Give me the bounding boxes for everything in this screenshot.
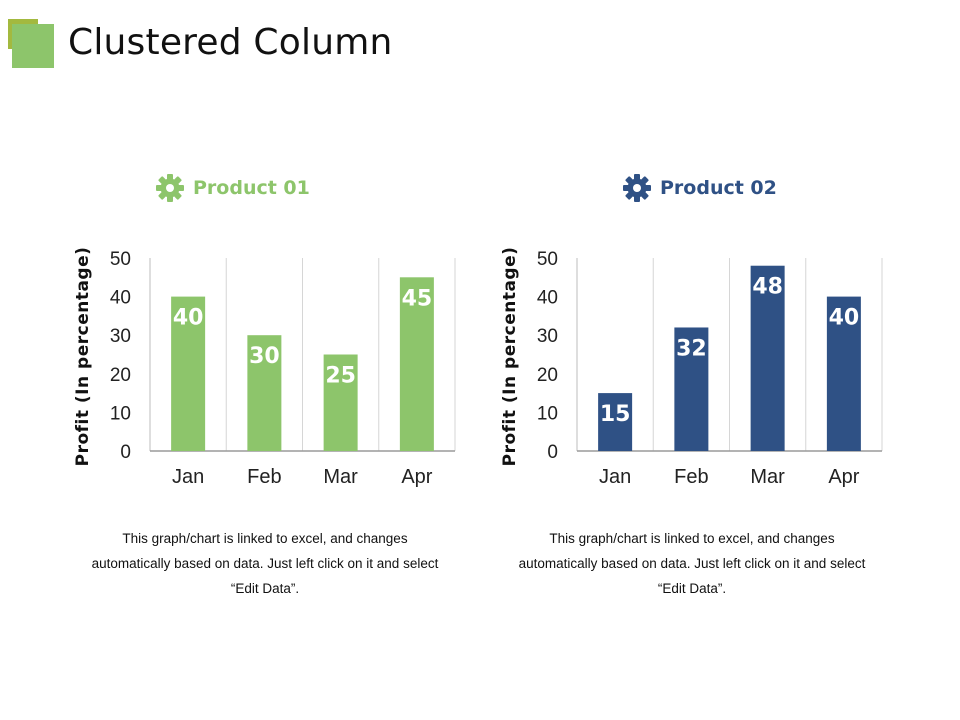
product-01-chart: Profit (In percentage) 0 10 20 30 40 50 40 Jan 30… <box>73 247 456 488</box>
note-line: automatically based on data. Just left c… <box>518 556 866 571</box>
bar-feb <box>247 335 282 451</box>
data-label: 45 <box>402 286 433 311</box>
x-tick-label: Mar <box>750 466 785 488</box>
product-02-heading: Product 02 <box>622 172 777 204</box>
x-tick-label: Apr <box>401 466 432 488</box>
product-02-chart: Profit (In percentage) 0 10 20 30 40 50 15 Jan 32… <box>500 247 883 488</box>
y-tick-label: 30 <box>110 326 131 347</box>
product-02-label: Product 02 <box>660 177 777 199</box>
bar-mar <box>323 354 358 451</box>
data-label: 15 <box>600 402 631 427</box>
y-tick-label: 30 <box>537 326 558 347</box>
bar-apr <box>826 296 861 451</box>
slide-title: Clustered Column <box>68 22 393 63</box>
x-tick-label: Feb <box>247 466 281 488</box>
data-label: 40 <box>173 306 204 331</box>
note-line: “Edit Data”. <box>230 581 300 596</box>
x-tick-label: Mar <box>323 466 358 488</box>
x-tick-label: Feb <box>674 466 708 488</box>
y-tick-label: 10 <box>537 403 558 424</box>
x-tick-label: Jan <box>599 466 631 488</box>
x-tick-label: Apr <box>828 466 859 488</box>
y-tick-label: 50 <box>537 249 558 270</box>
data-label: 40 <box>829 306 860 331</box>
note-line: “Edit Data”. <box>657 581 727 596</box>
gear-icon <box>622 173 652 203</box>
logo-square-front <box>12 24 54 68</box>
bar-jan <box>171 296 206 451</box>
data-label: 25 <box>325 364 356 389</box>
y-tick-label: 40 <box>110 288 131 309</box>
bar-jan <box>598 393 633 451</box>
data-label: 32 <box>676 336 707 361</box>
note-line: This graph/chart is linked to excel, and… <box>549 531 835 546</box>
y-tick-label: 0 <box>120 442 131 463</box>
product-01-heading: Product 01 <box>155 172 310 204</box>
bar-mar <box>750 265 785 451</box>
gear-icon <box>155 173 185 203</box>
y-axis-title: Profit (In percentage) <box>73 247 93 467</box>
bar-apr <box>399 277 434 451</box>
x-tick-label: Jan <box>172 466 204 488</box>
product-01-note: This graph/chart is linked to excel, and… <box>75 526 455 601</box>
data-label: 48 <box>752 275 783 300</box>
bar-feb <box>674 327 709 451</box>
product-02-note: This graph/chart is linked to excel, and… <box>502 526 882 601</box>
y-tick-label: 0 <box>547 442 558 463</box>
y-tick-label: 20 <box>537 365 558 386</box>
y-tick-label: 20 <box>110 365 131 386</box>
product-01-label: Product 01 <box>193 177 310 199</box>
data-label: 30 <box>249 344 280 369</box>
y-tick-label: 10 <box>110 403 131 424</box>
note-line: This graph/chart is linked to excel, and… <box>122 531 408 546</box>
note-line: automatically based on data. Just left c… <box>91 556 439 571</box>
y-tick-label: 50 <box>110 249 131 270</box>
y-axis-title: Profit (In percentage) <box>500 247 520 467</box>
y-tick-label: 40 <box>537 288 558 309</box>
